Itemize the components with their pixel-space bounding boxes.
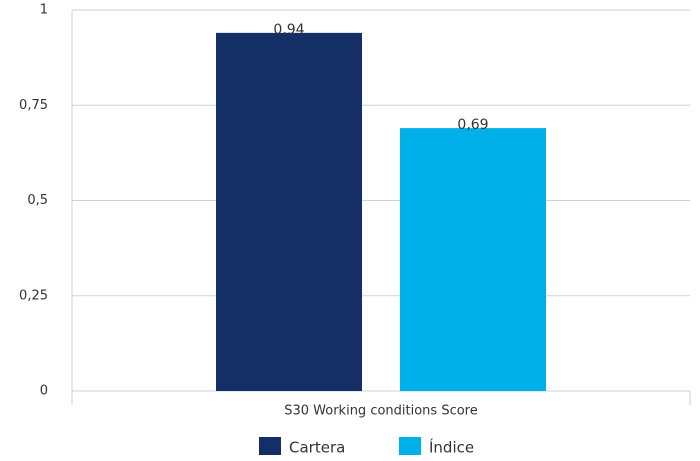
- legend-label: Cartera: [289, 439, 345, 457]
- bar: [216, 32, 362, 392]
- legend-swatch: [399, 437, 421, 455]
- y-tick-label: 0: [40, 384, 48, 399]
- y-tick-label: 0,75: [19, 98, 48, 113]
- y-tick-label: 0,5: [27, 193, 48, 208]
- x-tick-label: S30 Working conditions Score: [284, 404, 478, 419]
- y-tick-label: 0,25: [19, 288, 48, 303]
- bar: [400, 128, 546, 392]
- legend-swatch: [259, 437, 281, 455]
- legend-label: Índice: [429, 438, 474, 457]
- value-label: 0,94: [273, 22, 304, 38]
- y-tick-label: 1: [40, 3, 48, 18]
- value-label: 0,69: [457, 117, 488, 133]
